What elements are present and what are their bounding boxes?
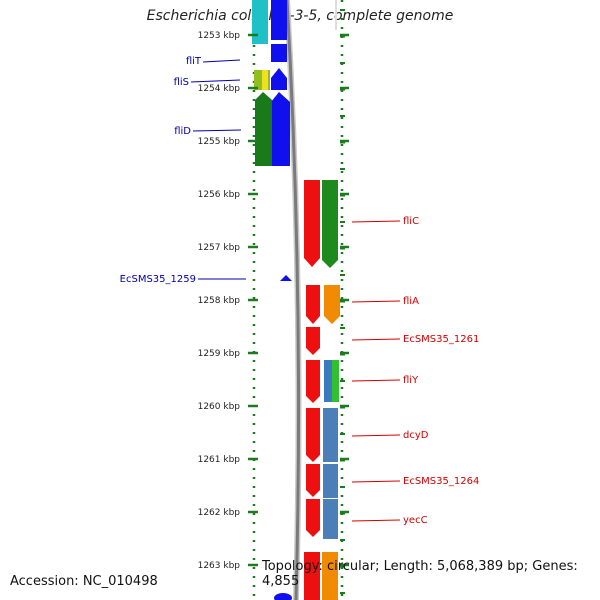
map-title: Escherichia coli SMS-3-5, complete genom… <box>146 8 454 24</box>
gene-label-leader <box>351 300 401 303</box>
gene-label-leader <box>351 480 401 483</box>
left-gene-labels: fliT fliS fliD EcSMS35_1259 <box>120 56 246 285</box>
gene-label-left: fliT <box>186 56 202 67</box>
ruler-label: 1261 kbp <box>198 455 241 465</box>
ruler-label: 1257 kbp <box>198 243 241 253</box>
right-gene-labels: fliC fliA EcSMS35_1261 fliY dcyD EcSMS35_1264… <box>351 216 479 526</box>
topology-label: Topology: circular; Length: 5,068,389 bp… <box>262 559 578 589</box>
gene-block <box>323 499 338 539</box>
gene-block <box>274 593 292 600</box>
gene-arrow <box>306 285 320 324</box>
gene-arrow <box>280 275 292 281</box>
genome-backbone-core <box>285 0 301 600</box>
gene-label-right: EcSMS35_1261 <box>403 334 479 345</box>
gene-arrow <box>306 360 320 403</box>
ruler-label: 1262 kbp <box>198 508 241 518</box>
gene-label-left: fliD <box>174 126 191 137</box>
gene-block <box>252 0 268 44</box>
gene-arrow <box>271 44 287 62</box>
left-strand-genes <box>252 0 292 281</box>
ruler-label: 1254 kbp <box>198 84 241 94</box>
accession-label: Accession: NC_010498 <box>10 574 158 589</box>
gene-arrow <box>306 464 320 497</box>
gene-label-right: yecC <box>403 515 428 526</box>
gene-block <box>304 552 320 600</box>
gene-arrow <box>304 180 320 267</box>
gene-label-leader <box>351 379 401 382</box>
gene-arrow <box>271 92 290 166</box>
gene-block <box>324 360 332 402</box>
gene-label-leader <box>192 129 242 132</box>
ruler-label: 1258 kbp <box>198 296 241 306</box>
gene-label-leader <box>351 338 401 341</box>
ruler-label: 1259 kbp <box>198 349 241 359</box>
gene-label-right: fliA <box>403 296 419 307</box>
gene-label-leader <box>202 59 241 63</box>
gene-block <box>323 408 338 462</box>
ruler-label: 1256 kbp <box>198 190 241 200</box>
gene-arrow <box>271 68 287 90</box>
gene-label-right: dcyD <box>403 430 429 441</box>
ruler-label: 1253 kbp <box>198 31 241 41</box>
gene-arrow <box>255 92 272 166</box>
gene-arrow <box>306 327 320 355</box>
gene-arrow <box>306 499 320 537</box>
ruler-ticks <box>248 9 349 594</box>
ruler-label: 1263 kbp <box>198 561 241 571</box>
gene-label-leader <box>351 434 401 437</box>
gene-arrow <box>324 285 340 324</box>
gene-label-left: fliS <box>174 77 189 88</box>
gene-label-right: EcSMS35_1264 <box>403 476 479 487</box>
gene-label-right: fliC <box>403 216 419 227</box>
ruler-labels: 1253 kbp 1254 kbp 1255 kbp 1256 kbp 1257 kbp… <box>198 31 241 571</box>
gene-arrow <box>322 180 338 268</box>
gene-arrow <box>306 408 320 462</box>
ruler-label: 1260 kbp <box>198 402 241 412</box>
gene-label-leader <box>190 79 241 83</box>
gene-label-right: fliY <box>403 375 419 386</box>
gene-block <box>322 552 338 600</box>
gene-block <box>271 0 287 40</box>
gene-block <box>323 464 338 498</box>
gene-block <box>332 360 339 402</box>
right-strand-genes <box>274 180 340 600</box>
gene-label-leader <box>351 220 401 223</box>
gene-label-left: EcSMS35_1259 <box>120 274 196 285</box>
ruler-label: 1255 kbp <box>198 137 241 147</box>
gene-label-leader <box>351 519 401 522</box>
